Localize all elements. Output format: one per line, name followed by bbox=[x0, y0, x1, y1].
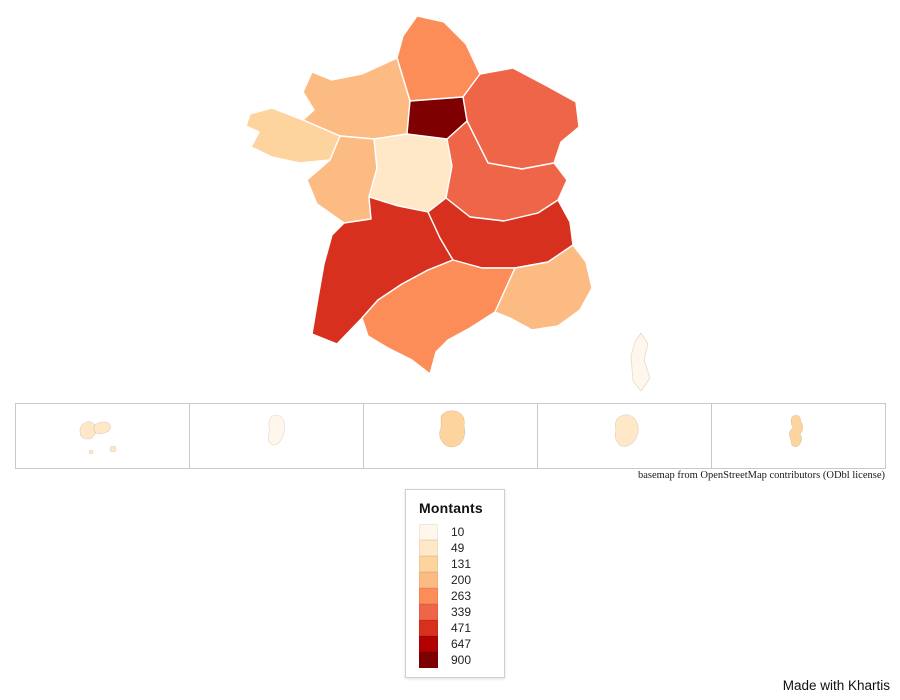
inset-guyane bbox=[363, 403, 538, 469]
legend-class-row: 49 bbox=[419, 540, 496, 556]
legend-swatch bbox=[419, 636, 438, 652]
legend-class-row: 471 bbox=[419, 620, 496, 636]
territory-mayotte[interactable] bbox=[789, 414, 804, 448]
inset-martinique bbox=[189, 403, 364, 469]
legend-swatch bbox=[419, 588, 438, 604]
legend-value: 200 bbox=[451, 573, 472, 587]
legend-value: 471 bbox=[451, 621, 472, 635]
overseas-insets bbox=[15, 403, 886, 469]
legend-swatch bbox=[419, 652, 438, 668]
region-hauts-de-france[interactable] bbox=[396, 15, 481, 102]
legend-value: 900 bbox=[451, 653, 472, 667]
legend-class-row: 10 bbox=[419, 524, 496, 540]
legend-swatch bbox=[419, 540, 438, 556]
france-choropleth-map bbox=[15, 15, 886, 469]
legend-swatch bbox=[419, 620, 438, 636]
legend-class-row: 900 bbox=[419, 652, 496, 668]
legend-class-row: 339 bbox=[419, 604, 496, 620]
legend-value: 10 bbox=[451, 525, 465, 539]
legend-class-row: 131 bbox=[419, 556, 496, 572]
legend-swatch bbox=[419, 604, 438, 620]
legend-value: 339 bbox=[451, 605, 472, 619]
legend-class-row: 200 bbox=[419, 572, 496, 588]
legend-swatch bbox=[419, 572, 438, 588]
inset-la-reunion bbox=[537, 403, 712, 469]
region-ile-de-france[interactable] bbox=[406, 96, 468, 140]
legend-class-row: 263 bbox=[419, 588, 496, 604]
region-corse[interactable] bbox=[630, 332, 651, 392]
territory-la-reunion[interactable] bbox=[614, 414, 639, 447]
legend-value: 647 bbox=[451, 637, 472, 651]
legend-swatch bbox=[419, 556, 438, 572]
legend-swatch bbox=[419, 524, 438, 540]
legend-rows: 10 49 131 200 263 339 bbox=[419, 524, 496, 668]
khartis-credit: Made with Khartis bbox=[782, 678, 890, 693]
legend-title: Montants bbox=[419, 500, 483, 516]
legend-value: 263 bbox=[451, 589, 472, 603]
territory-guadeloupe[interactable] bbox=[79, 421, 117, 455]
inset-mayotte bbox=[711, 403, 886, 469]
legend-class-row: 647 bbox=[419, 636, 496, 652]
region-provence-alpes-cote-d-azur[interactable] bbox=[494, 244, 593, 331]
territory-martinique[interactable] bbox=[267, 414, 285, 446]
legend-value: 131 bbox=[451, 557, 472, 571]
inset-guadeloupe bbox=[15, 403, 190, 469]
attribution-text: basemap from OpenStreetMap contributors … bbox=[638, 470, 885, 481]
metropolitan-france bbox=[245, 15, 651, 392]
inset-box-guadeloupe bbox=[15, 403, 190, 469]
legend-value: 49 bbox=[451, 541, 465, 555]
legend: Montants 10 49 131 200 263 bbox=[405, 489, 505, 678]
territory-guyane[interactable] bbox=[439, 410, 466, 448]
